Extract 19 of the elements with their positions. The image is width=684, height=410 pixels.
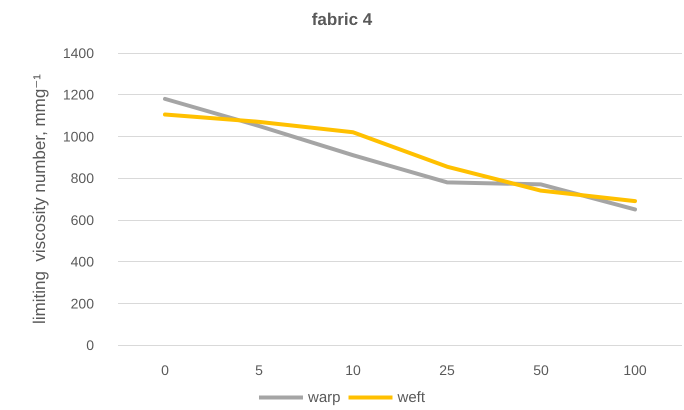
x-tick-label: 10 — [345, 362, 361, 378]
x-tick-label: 50 — [533, 362, 549, 378]
x-tick-label: 5 — [255, 362, 264, 378]
y-tick-label: 200 — [70, 295, 94, 312]
y-tick-label: 600 — [70, 212, 94, 228]
y-tick-label: 400 — [70, 254, 94, 270]
legend-label: warp — [306, 389, 341, 406]
x-tick-label: 0 — [161, 362, 170, 378]
line-series — [163, 112, 637, 204]
chart-title: fabric 4 — [312, 10, 373, 29]
legend-label: weft — [396, 389, 426, 406]
y-tick-label: 800 — [70, 170, 94, 186]
x-tick-label: 25 — [439, 362, 455, 378]
y-tick-label: 1200 — [62, 86, 94, 103]
x-tick-label: 100 — [623, 362, 647, 378]
y-tick-label: 1400 — [62, 45, 94, 61]
y-axis-title: limiting viscosity number, mmg⁻¹ — [30, 74, 49, 324]
y-tick-label: 0 — [86, 337, 94, 353]
y-tick-label: 1000 — [62, 128, 94, 144]
